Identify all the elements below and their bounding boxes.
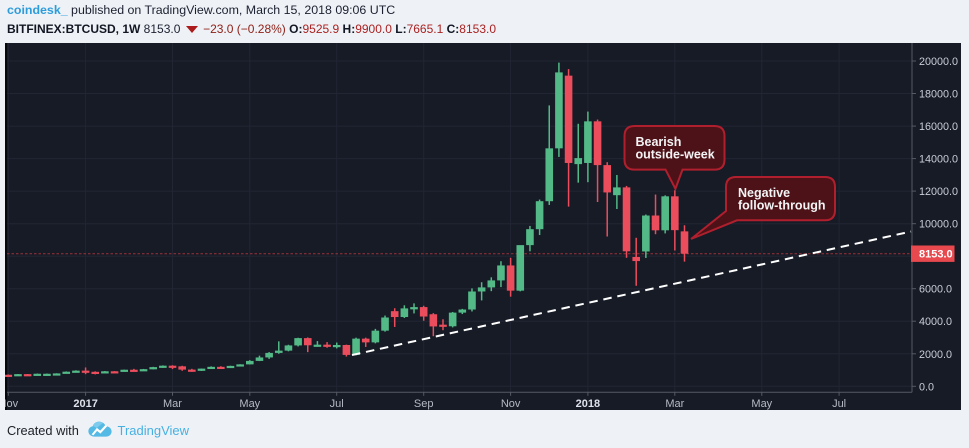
svg-text:Nov: Nov xyxy=(5,398,19,410)
svg-text:14000.0: 14000.0 xyxy=(919,154,958,166)
svg-text:Nov: Nov xyxy=(501,398,521,410)
svg-text:10000.0: 10000.0 xyxy=(919,219,958,231)
svg-text:18000.0: 18000.0 xyxy=(919,89,958,101)
svg-text:May: May xyxy=(751,398,772,410)
svg-text:Negative: Negative xyxy=(738,186,790,200)
svg-text:4000.0: 4000.0 xyxy=(919,316,952,328)
svg-text:12000.0: 12000.0 xyxy=(919,186,958,198)
svg-text:2017: 2017 xyxy=(73,398,97,410)
svg-text:follow-through: follow-through xyxy=(738,199,825,213)
svg-text:6000.0: 6000.0 xyxy=(919,284,952,296)
svg-text:8153.0: 8153.0 xyxy=(919,249,953,261)
svg-text:2018: 2018 xyxy=(576,398,600,410)
svg-text:Jul: Jul xyxy=(330,398,344,410)
svg-text:May: May xyxy=(239,398,260,410)
svg-text:Jul: Jul xyxy=(832,398,846,410)
svg-text:16000.0: 16000.0 xyxy=(919,121,958,133)
svg-text:Mar: Mar xyxy=(665,398,684,410)
svg-text:Bearish: Bearish xyxy=(636,135,682,149)
svg-text:0.0: 0.0 xyxy=(919,381,934,393)
svg-text:Sep: Sep xyxy=(414,398,434,410)
svg-text:Mar: Mar xyxy=(163,398,182,410)
svg-text:2000.0: 2000.0 xyxy=(919,349,952,361)
svg-text:20000.0: 20000.0 xyxy=(919,56,958,68)
svg-text:outside-week: outside-week xyxy=(636,148,715,162)
